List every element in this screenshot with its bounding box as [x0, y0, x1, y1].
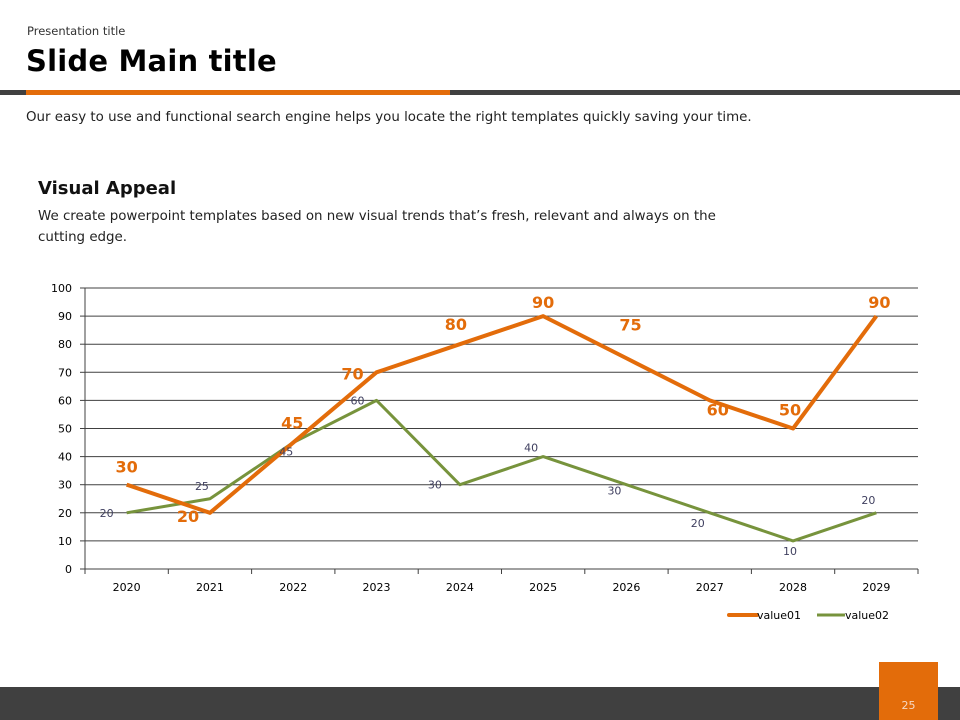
- data-label-value01: 45: [281, 414, 303, 433]
- data-label-value01: 70: [341, 364, 363, 383]
- x-tick-label: 2028: [779, 581, 807, 594]
- intro-text: Our easy to use and functional search en…: [26, 110, 752, 125]
- section-title: Visual Appeal: [38, 178, 177, 199]
- line-chart: 0 10 20 30 40 50 60 70 80 90 100 2020 2021 2022 2023 20…: [0, 270, 960, 630]
- x-tick-label: 2025: [529, 581, 557, 594]
- data-label-value01: 80: [445, 315, 467, 334]
- y-tick-label: 40: [58, 451, 72, 464]
- title-accent-bar: [26, 90, 450, 95]
- legend-label-value02: value02: [845, 609, 889, 622]
- y-tick-label: 90: [58, 310, 72, 323]
- data-label-value02: 30: [607, 485, 621, 498]
- y-tick-label: 70: [58, 366, 72, 379]
- data-label-value01: 50: [779, 401, 801, 420]
- page-number: 25: [901, 699, 916, 712]
- page-number-box: 25: [879, 662, 938, 720]
- data-label-value01: 20: [177, 507, 199, 526]
- x-tick-label: 2029: [862, 581, 890, 594]
- data-label-value02: 30: [428, 479, 442, 492]
- y-tick-label: 0: [65, 563, 72, 576]
- data-label-value02: 60: [351, 394, 365, 407]
- data-label-value02: 10: [783, 545, 797, 558]
- x-tick-label: 2022: [279, 581, 307, 594]
- x-tick-label: 2027: [696, 581, 724, 594]
- series-line-value01: [126, 314, 878, 515]
- footer-bar: [0, 687, 960, 720]
- y-tick-label: 20: [58, 507, 72, 520]
- y-tick-label: 50: [58, 423, 72, 436]
- x-tick-label: 2024: [446, 581, 474, 594]
- data-label-value01: 30: [116, 458, 138, 477]
- data-label-value02: 20: [691, 517, 705, 530]
- y-tick-label: 30: [58, 479, 72, 492]
- y-tick-label: 100: [51, 282, 72, 295]
- x-tick-label: 2023: [363, 581, 391, 594]
- series-line-value02: [126, 398, 877, 543]
- data-label-value01: 60: [707, 400, 729, 419]
- y-tick-label: 80: [58, 338, 72, 351]
- data-label-value02: 20: [100, 507, 114, 520]
- data-label-value01: 75: [619, 315, 641, 334]
- data-label-value02: 45: [279, 446, 293, 459]
- x-tick-label: 2026: [612, 581, 640, 594]
- data-label-value01: 90: [532, 293, 554, 312]
- title-divider: [0, 90, 960, 95]
- presentation-title: Presentation title: [27, 24, 126, 38]
- y-tick-label: 10: [58, 535, 72, 548]
- data-label-value01: 90: [868, 293, 890, 312]
- x-tick-label: 2021: [196, 581, 224, 594]
- data-label-value02: 20: [861, 494, 875, 507]
- data-label-value02: 40: [524, 442, 538, 455]
- y-tick-label: 60: [58, 394, 72, 407]
- legend-label-value01: value01: [757, 609, 801, 622]
- slide-main-title: Slide Main title: [26, 44, 277, 78]
- x-tick-label: 2020: [113, 581, 141, 594]
- data-label-value02: 25: [195, 480, 209, 493]
- section-body: We create powerpoint templates based on …: [38, 209, 716, 245]
